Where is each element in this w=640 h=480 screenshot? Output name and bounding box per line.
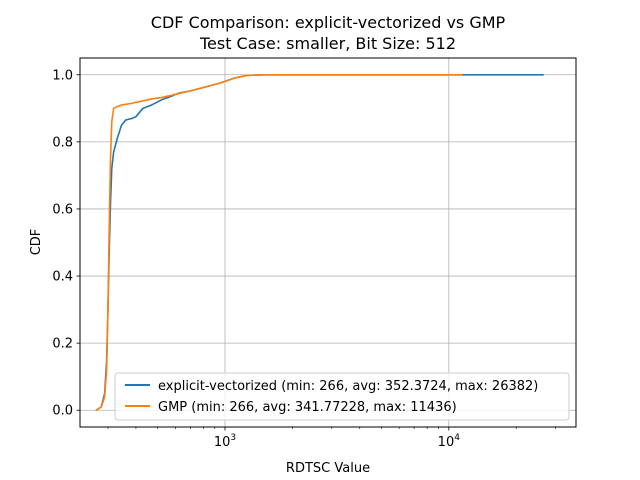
plot-frame <box>79 57 577 428</box>
y-tick-label: 0.2 <box>52 337 73 352</box>
legend-entry-gmp: GMP (min: 266, avg: 341.77228, max: 1143… <box>158 400 457 415</box>
chart-title: CDF Comparison: explicit-vectorized vs G… <box>151 13 506 32</box>
legend: explicit-vectorized (min: 266, avg: 352.… <box>114 372 570 421</box>
x-tick-exponent: 4 <box>454 433 460 443</box>
legend-box <box>114 372 570 421</box>
y-tick-label: 1.0 <box>52 68 73 83</box>
x-tick-exponent: 3 <box>230 433 236 443</box>
x-tick-label: 104 <box>438 433 461 450</box>
legend-entry-explicit-vectorized: explicit-vectorized (min: 266, avg: 352.… <box>158 379 538 394</box>
x-tick-label: 103 <box>214 433 236 450</box>
x-tick-base: 10 <box>214 435 231 450</box>
y-tick-label: 0.4 <box>52 270 73 285</box>
chart-subtitle: Test Case: smaller, Bit Size: 512 <box>199 34 456 53</box>
y-axis-ticks: 0.0 0.2 0.4 0.6 0.8 1.0 <box>52 68 80 419</box>
y-tick-label: 0.0 <box>52 404 73 419</box>
y-tick-label: 0.8 <box>52 135 73 150</box>
x-axis-label: RDTSC Value <box>286 461 370 476</box>
y-axis-label: CDF <box>29 229 44 256</box>
series-lines <box>95 73 544 412</box>
x-axis-ticks: 103 104 <box>107 427 556 450</box>
x-tick-base: 10 <box>438 435 455 450</box>
y-tick-label: 0.6 <box>52 202 73 217</box>
series-line-gmp <box>95 73 463 412</box>
